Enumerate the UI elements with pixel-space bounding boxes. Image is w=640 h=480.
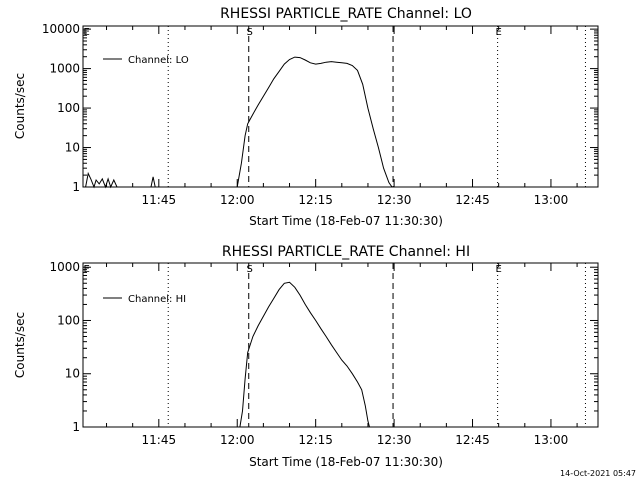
- series-line: [239, 281, 370, 428]
- x-axis-label: Start Time (18-Feb-07 11:30:30): [249, 455, 443, 469]
- marker-label-0: S: [247, 264, 253, 275]
- marker-label-0: S: [247, 27, 253, 38]
- event-markers: SEE: [83, 26, 586, 187]
- panel-hi: RHESSI PARTICLE_RATE Channel: HI S EE 110…: [13, 244, 599, 469]
- legend: Channel: HI: [103, 294, 186, 305]
- footer-timestamp: 14-Oct-2021 05:47: [560, 469, 636, 478]
- panel-lo: RHESSI PARTICLE_RATE Channel: LO SEE 110…: [13, 6, 599, 228]
- y-tick-label-3: 1000: [49, 62, 80, 76]
- y-tick-label-0: 1: [72, 180, 80, 194]
- x-axis: 11:45 12:00 12:15 12:30 12:45 13:00: [106, 26, 578, 207]
- x-tick-label-0: 11:45: [142, 433, 177, 447]
- legend-label: Channel: LO: [128, 55, 189, 66]
- x-tick-label-5: 13:00: [534, 193, 569, 207]
- legend-label: Channel: HI: [128, 294, 186, 305]
- x-tick-label-3: 12:30: [377, 433, 412, 447]
- x-tick-label-0: 11:45: [142, 193, 177, 207]
- chart-title: RHESSI PARTICLE_RATE Channel: LO: [220, 6, 472, 22]
- x-tick-label-4: 12:45: [455, 193, 490, 207]
- chart-title: RHESSI PARTICLE_RATE Channel: HI: [222, 244, 470, 260]
- plot-frame: [82, 25, 599, 188]
- legend: Channel: LO: [103, 55, 189, 66]
- y-axis-label: Counts/sec: [13, 312, 27, 378]
- y-tick-label-2: 100: [57, 313, 80, 327]
- y-tick-label-4: 10000: [42, 22, 80, 36]
- y-tick-label-3: 1000: [49, 260, 80, 274]
- y-tick-label-1: 10: [65, 141, 80, 155]
- y-tick-label-1: 10: [65, 367, 80, 381]
- y-tick-label-0: 1: [72, 420, 80, 434]
- x-tick-label-3: 12:30: [377, 193, 412, 207]
- x-axis: 11:45 12:00 12:15 12:30 12:45 13:00: [106, 263, 578, 447]
- y-axis-label: Counts/sec: [13, 73, 27, 139]
- y-axis: 1 10 100 1000 10000: [42, 22, 598, 194]
- x-tick-label-1: 12:00: [220, 193, 255, 207]
- series-line: [85, 56, 393, 189]
- plot-frame: [82, 262, 599, 428]
- x-tick-label-4: 12:45: [455, 433, 490, 447]
- x-tick-label-2: 12:15: [298, 193, 333, 207]
- y-tick-label-2: 100: [57, 101, 80, 115]
- marker-label-2: E: [495, 27, 501, 38]
- x-tick-label-2: 12:15: [298, 433, 333, 447]
- y-axis: 1 10 100 1000: [49, 260, 598, 434]
- x-tick-label-1: 12:00: [220, 433, 255, 447]
- marker-label-2: E: [495, 264, 501, 275]
- x-tick-label-5: 13:00: [534, 433, 569, 447]
- x-axis-label: Start Time (18-Feb-07 11:30:30): [249, 214, 443, 228]
